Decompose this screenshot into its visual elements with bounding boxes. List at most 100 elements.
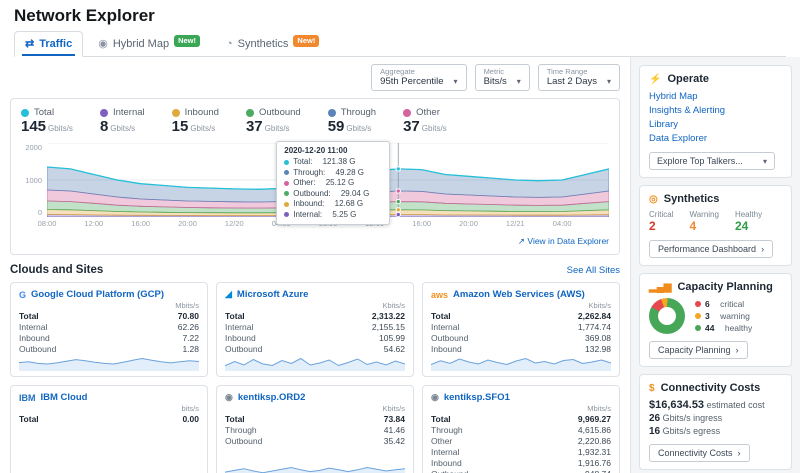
legend-item-through[interactable]: Through 59 Gbits/s: [327, 107, 376, 137]
synthetics-stats: Critical 2 Warning 4 Healthy 24: [649, 210, 782, 233]
series-dot: [695, 313, 701, 319]
tab-hybrid-map[interactable]: ◉ Hybrid Map New!: [87, 31, 211, 57]
y-tick: 0: [37, 208, 42, 217]
sparkline-chart: [19, 464, 199, 473]
tooltip-value: 12.68 G: [334, 199, 364, 208]
legend-item-internal[interactable]: Internal 8 Gbits/s: [99, 107, 145, 137]
metric-row: Internal 62.26: [19, 322, 199, 332]
select-label: Metric: [483, 67, 504, 76]
series-name: Outbound: [258, 107, 301, 118]
legend-item-total[interactable]: Total 145 Gbits/s: [21, 107, 73, 137]
metric-row: Inbound 1,916.76: [431, 458, 611, 468]
series-unit: Gbits/s: [110, 124, 136, 133]
legend-item-other[interactable]: Other 37 Gbits/s: [403, 107, 447, 137]
capacity-legend: 6 critical 3 warning 44 healthy: [695, 298, 752, 334]
cloud-card-title[interactable]: Amazon Web Services (AWS): [453, 289, 585, 300]
metric-row: Outbound 35.42: [225, 436, 405, 446]
series-dot: [284, 159, 290, 165]
tab-synthetics[interactable]: ◔ Synthetics New!: [215, 31, 330, 57]
link-insights-alerting[interactable]: Insights & Alerting: [649, 105, 726, 116]
x-tick: 12:00: [84, 219, 104, 228]
series-dot: [284, 212, 290, 218]
tooltip-row: Total: 121.38 G: [284, 157, 382, 168]
cloud-card-azure: ◢ Microsoft Azure Kbits/s Total 2,313.22 I…: [216, 282, 414, 377]
link-data-explorer[interactable]: Data Explorer: [649, 133, 708, 144]
card-title: Connectivity Costs: [660, 382, 761, 394]
cloud-card-title[interactable]: IBM Cloud: [40, 392, 88, 403]
tab-traffic[interactable]: ⇄ Traffic: [14, 31, 84, 57]
series-unit: Gbits/s: [421, 124, 447, 133]
series-name: Total: [34, 107, 55, 118]
stat-label: Critical: [649, 210, 674, 219]
tab-label: Traffic: [39, 37, 73, 50]
capacity-planning-button[interactable]: Capacity Planning ›: [649, 341, 748, 359]
cloud-card-title[interactable]: Microsoft Azure: [236, 289, 309, 300]
aggregate-select[interactable]: Aggregate 95th Percentile ▾: [371, 64, 467, 91]
site-card-sfo1: ◉ kentiksp.SFO1 Mbits/s Total 9,969.27 Thr…: [422, 385, 620, 473]
unit-label: bits/s: [181, 404, 199, 413]
button-label: Performance Dashboard: [658, 244, 757, 254]
clouds-grid: G Google Cloud Platform (GCP) Mbits/s Tot…: [10, 282, 620, 473]
metric-row: Outbound 1.28: [19, 344, 199, 354]
site-icon: ◉: [431, 392, 439, 402]
metric-row: Total 2,313.22: [225, 311, 405, 321]
page-header: Network Explorer ⇄ Traffic ◉ Hybrid Map …: [0, 0, 800, 57]
egress-line: 16 Gbits/s egress: [649, 426, 721, 437]
dropdown-value: Explore Top Talkers...: [657, 156, 743, 166]
cloud-card-title[interactable]: Google Cloud Platform (GCP): [31, 289, 165, 300]
metric-row: Through 4,615.86: [431, 425, 611, 435]
series-name: Other: [416, 107, 440, 118]
legend-item-inbound[interactable]: Inbound 15 Gbits/s: [171, 107, 219, 137]
series-value: 59: [327, 118, 345, 135]
estimated-cost: $16,634.53 estimated cost: [649, 399, 765, 411]
tooltip-series: Internal:: [293, 209, 323, 219]
select-value: 95th Percentile: [380, 76, 444, 87]
metric-row: Internal 2,155.15: [225, 322, 405, 332]
traffic-chart-card: Total 145 Gbits/s Internal 8 Gbits/s Inbou…: [10, 98, 620, 255]
series-dot: [245, 108, 254, 117]
site-card-title[interactable]: kentiksp.SFO1: [443, 392, 510, 403]
y-tick: 1000: [25, 175, 42, 185]
site-card-title[interactable]: kentiksp.ORD2: [237, 392, 306, 403]
unit-label: Kbits/s: [382, 301, 405, 310]
see-all-sites-link[interactable]: See All Sites: [566, 264, 620, 276]
sparkline-chart: [19, 357, 199, 371]
cloud-card-gcp: G Google Cloud Platform (GCP) Mbits/s Tot…: [10, 282, 208, 377]
metric-row: Other 2,220.86: [431, 436, 611, 446]
metric-select[interactable]: Metric Bits/s ▾: [474, 64, 530, 91]
performance-dashboard-button[interactable]: Performance Dashboard ›: [649, 240, 774, 258]
chart-area: 2000 1000 0 2020-12-20 11:00 Total: 121.…: [21, 141, 609, 225]
traffic-icon: ⇄: [25, 38, 35, 50]
metric-row: Inbound 105.99: [225, 333, 405, 343]
ingress-line: 26 Gbits/s ingress: [649, 413, 723, 424]
time-range-select[interactable]: Time Range Last 2 Days ▾: [537, 64, 620, 91]
view-in-data-explorer-link[interactable]: ↗ View in Data Explorer: [518, 236, 609, 246]
link-hybrid-map[interactable]: Hybrid Map: [649, 91, 698, 102]
tooltip-value: 29.04 G: [340, 188, 370, 198]
site-icon: ◉: [225, 392, 233, 402]
hybrid-map-icon: ◉: [98, 38, 108, 50]
metric-row: Total 70.80: [19, 311, 199, 321]
stat-label: Healthy: [734, 210, 763, 219]
tab-bar: ⇄ Traffic ◉ Hybrid Map New! ◔ Synthetics…: [14, 31, 786, 57]
explore-top-talkers-dropdown[interactable]: Explore Top Talkers... ▾: [649, 152, 775, 170]
tooltip-series: Inbound:: [293, 199, 325, 208]
link-library[interactable]: Library: [649, 119, 679, 130]
card-title: Operate: [667, 73, 710, 85]
stat-value: 2: [649, 219, 656, 233]
series-unit: Gbits/s: [190, 124, 216, 133]
legend-item-outbound[interactable]: Outbound 37 Gbits/s: [245, 107, 301, 137]
x-tick: 16:00: [412, 219, 432, 228]
tooltip-value: 121.38 G: [322, 157, 356, 166]
unit-label: Kbits/s: [588, 301, 611, 310]
synthetics-target-icon: ◎: [649, 193, 658, 205]
series-dot: [21, 108, 29, 117]
capacity-donut: [649, 298, 685, 334]
connectivity-costs-button[interactable]: Connectivity Costs ›: [649, 444, 750, 462]
sparkline-chart: [431, 357, 611, 371]
tooltip-row: Internal: 5.25 G: [284, 210, 382, 221]
series-value: 145: [21, 118, 47, 135]
chevron-down-icon: ▾: [762, 156, 767, 166]
metric-row: Total 9,969.27: [431, 414, 611, 424]
